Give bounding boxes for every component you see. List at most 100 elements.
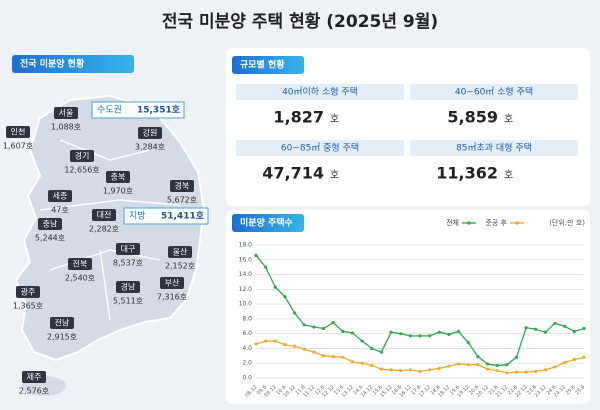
- point: [292, 344, 297, 348]
- point: [399, 332, 403, 336]
- callout-name: 지방: [129, 211, 146, 222]
- region-value: 8,537호: [113, 259, 143, 268]
- point: [524, 326, 528, 330]
- point: [505, 363, 509, 367]
- point: [331, 354, 335, 359]
- callout-value: 51,411호: [161, 211, 205, 222]
- region-value: 2,282호: [89, 225, 119, 234]
- point: [543, 330, 548, 334]
- point: [572, 329, 576, 334]
- point: [485, 362, 490, 366]
- point: [273, 339, 277, 343]
- cell-unit: 호: [504, 169, 513, 181]
- region-name: 경북: [175, 181, 190, 191]
- region-tag: [22, 371, 46, 383]
- region-value: 3,284호: [135, 143, 165, 152]
- region-value: 1,365호: [13, 302, 43, 311]
- point: [264, 339, 268, 343]
- point: [273, 285, 277, 289]
- region-value: 5,511호: [113, 297, 143, 306]
- point: [350, 331, 355, 335]
- region-tag: [170, 180, 194, 192]
- unit-note: (단위:만 호): [549, 218, 585, 227]
- region-tag: [116, 281, 140, 293]
- point: [408, 334, 412, 338]
- callout-value: 15,351호: [137, 105, 181, 116]
- point: [341, 329, 345, 334]
- region-value: 1,607호: [3, 142, 33, 151]
- region-value: 5,672호: [167, 196, 197, 205]
- cell-unit: 호: [330, 169, 339, 181]
- chart-title: 미분양 주택수: [240, 217, 293, 229]
- cell-value: 47,714: [262, 164, 324, 183]
- point: [505, 371, 509, 375]
- cell-value: 5,859: [447, 108, 498, 127]
- region-name: 부산: [165, 278, 180, 288]
- region-name: 인천: [11, 127, 26, 137]
- region-name: 울산: [173, 247, 188, 257]
- legend-dot: [467, 221, 471, 225]
- map-borders: [39, 139, 181, 321]
- point: [447, 332, 451, 337]
- point: [331, 320, 335, 325]
- point: [543, 368, 548, 372]
- region-value: 12,656호: [64, 166, 99, 175]
- point: [360, 361, 364, 365]
- point: [514, 355, 519, 359]
- point: [466, 340, 470, 345]
- region-value: 1,970호: [103, 187, 133, 196]
- legend-label: 전체: [446, 218, 459, 227]
- legend-dot: [515, 221, 519, 225]
- region-value: 2,576호: [19, 387, 49, 396]
- region-tag: [68, 258, 92, 270]
- y-tick-label: 0.0: [242, 375, 252, 382]
- point: [389, 368, 393, 372]
- chart-card: [226, 210, 590, 404]
- point: [264, 265, 268, 269]
- point: [283, 343, 287, 347]
- point: [582, 326, 586, 331]
- region-value: 2,540호: [65, 274, 95, 283]
- cell-value: 1,827: [273, 108, 324, 127]
- region-value: 2,152호: [165, 262, 195, 271]
- cell-unit: 호: [504, 113, 513, 125]
- point: [485, 367, 490, 371]
- region-tag: [38, 218, 62, 230]
- region-value: 5,244호: [35, 234, 65, 243]
- point: [399, 369, 403, 373]
- point: [341, 355, 345, 359]
- region-name: 서울: [59, 109, 74, 118]
- point: [254, 253, 258, 257]
- point: [466, 363, 470, 367]
- cell-label: 60~85㎡ 중형 주택: [281, 143, 359, 154]
- region-tag: [138, 127, 162, 139]
- region-tag: [48, 190, 72, 202]
- y-tick-label: 4.0: [242, 345, 252, 352]
- page-title: 전국 미분양 주택 현황 (2025년 9월): [162, 12, 438, 32]
- point: [553, 365, 557, 369]
- point: [476, 363, 480, 367]
- point: [370, 363, 374, 368]
- point: [312, 325, 316, 329]
- region-name: 대구: [121, 245, 136, 254]
- point: [428, 368, 432, 372]
- callout-box: [123, 207, 209, 225]
- y-tick-label: 2.0: [242, 360, 252, 367]
- point: [495, 369, 499, 373]
- point: [563, 360, 567, 365]
- cell-label: 40㎡이하 소형 주택: [282, 87, 358, 98]
- region-name: 경남: [121, 282, 136, 292]
- point: [563, 324, 567, 328]
- cell-label-bg: [236, 140, 404, 156]
- map-land: [14, 94, 206, 362]
- point: [408, 368, 412, 372]
- point: [437, 330, 441, 334]
- size-badge: 규모별 현황: [240, 59, 285, 71]
- region-name: 충북: [111, 173, 126, 182]
- badge: [12, 55, 134, 73]
- region-name: 경기: [75, 151, 90, 161]
- region-tag: [92, 209, 116, 221]
- point: [254, 342, 258, 346]
- region-value: 7,316호: [157, 293, 187, 302]
- point: [292, 311, 297, 315]
